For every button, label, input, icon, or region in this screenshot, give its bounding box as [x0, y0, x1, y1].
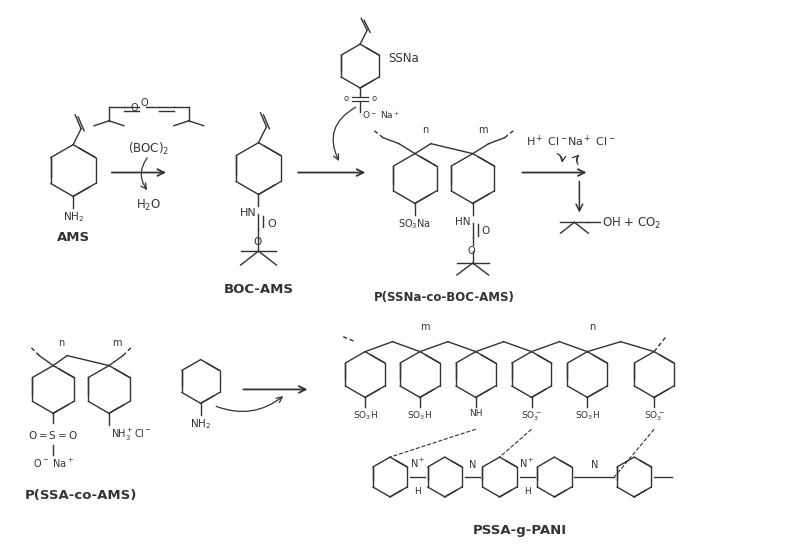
- Text: Na$^+$ Cl$^-$: Na$^+$ Cl$^-$: [567, 134, 616, 148]
- Text: N$^+$: N$^+$: [519, 457, 535, 470]
- Text: m: m: [478, 125, 487, 135]
- Text: O: O: [468, 246, 475, 256]
- Text: SO$_3$H: SO$_3$H: [353, 409, 378, 422]
- Text: N: N: [469, 460, 476, 470]
- Text: n: n: [58, 337, 64, 348]
- Text: HN: HN: [240, 208, 257, 218]
- Text: NH$_3^+$Cl$^-$: NH$_3^+$Cl$^-$: [111, 427, 152, 443]
- Text: H$^+$ Cl$^-$: H$^+$ Cl$^-$: [526, 134, 569, 148]
- Text: SO$_3$H: SO$_3$H: [407, 409, 433, 422]
- Text: NH: NH: [469, 409, 482, 418]
- Text: N: N: [590, 460, 598, 470]
- Text: SO$_3$Na: SO$_3$Na: [398, 217, 431, 231]
- Text: n: n: [590, 322, 595, 332]
- Text: O: O: [482, 226, 490, 236]
- Text: PSSA-g-PANI: PSSA-g-PANI: [473, 524, 566, 537]
- Text: NH$_2$: NH$_2$: [62, 211, 84, 224]
- Text: H: H: [414, 487, 421, 496]
- Text: O$^-$ Na$^+$: O$^-$ Na$^+$: [362, 109, 400, 121]
- Text: o: o: [344, 94, 349, 104]
- Text: SSNa: SSNa: [388, 52, 418, 65]
- Text: P(SSNa-co-BOC-AMS): P(SSNa-co-BOC-AMS): [374, 291, 514, 304]
- Text: o: o: [371, 94, 377, 104]
- Text: H$_2$O: H$_2$O: [136, 198, 162, 213]
- Text: SO$_3^-$: SO$_3^-$: [521, 409, 542, 423]
- Text: N$^+$: N$^+$: [410, 457, 426, 470]
- Text: H: H: [524, 487, 530, 496]
- Text: BOC-AMS: BOC-AMS: [223, 283, 294, 296]
- Text: HN: HN: [455, 217, 470, 227]
- Text: NH$_2$: NH$_2$: [190, 417, 211, 431]
- Text: O: O: [254, 237, 262, 247]
- Text: P(SSA-co-AMS): P(SSA-co-AMS): [25, 489, 138, 502]
- Text: SO$_3$H: SO$_3$H: [575, 409, 600, 422]
- Text: O$^-$ Na$^+$: O$^-$ Na$^+$: [33, 457, 74, 470]
- Text: (BOC)$_2$: (BOC)$_2$: [128, 141, 170, 157]
- Text: O: O: [130, 103, 138, 113]
- Text: SO$_3^-$: SO$_3^-$: [644, 409, 665, 423]
- Text: m: m: [112, 337, 122, 348]
- Text: m: m: [420, 322, 430, 332]
- Text: OH + CO$_2$: OH + CO$_2$: [602, 216, 662, 231]
- Text: O: O: [141, 98, 149, 108]
- Text: O: O: [267, 219, 276, 229]
- Text: O$=$S$=$O: O$=$S$=$O: [28, 429, 78, 441]
- Text: n: n: [422, 125, 428, 135]
- Text: AMS: AMS: [57, 231, 90, 244]
